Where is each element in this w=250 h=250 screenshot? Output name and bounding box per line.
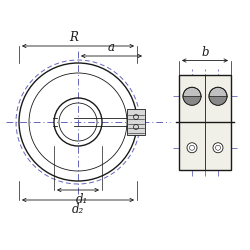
Bar [179,74,231,170]
Bar [127,109,145,135]
Circle shape [183,87,201,105]
Circle shape [213,143,223,153]
Text: d₂: d₂ [72,203,84,216]
Text: b: b [201,46,209,59]
Text: R: R [70,31,78,44]
Text: a: a [108,41,115,54]
Wedge shape [183,96,201,105]
Circle shape [209,87,227,105]
Circle shape [187,143,197,153]
Wedge shape [209,96,227,105]
Text: d₁: d₁ [76,193,88,206]
